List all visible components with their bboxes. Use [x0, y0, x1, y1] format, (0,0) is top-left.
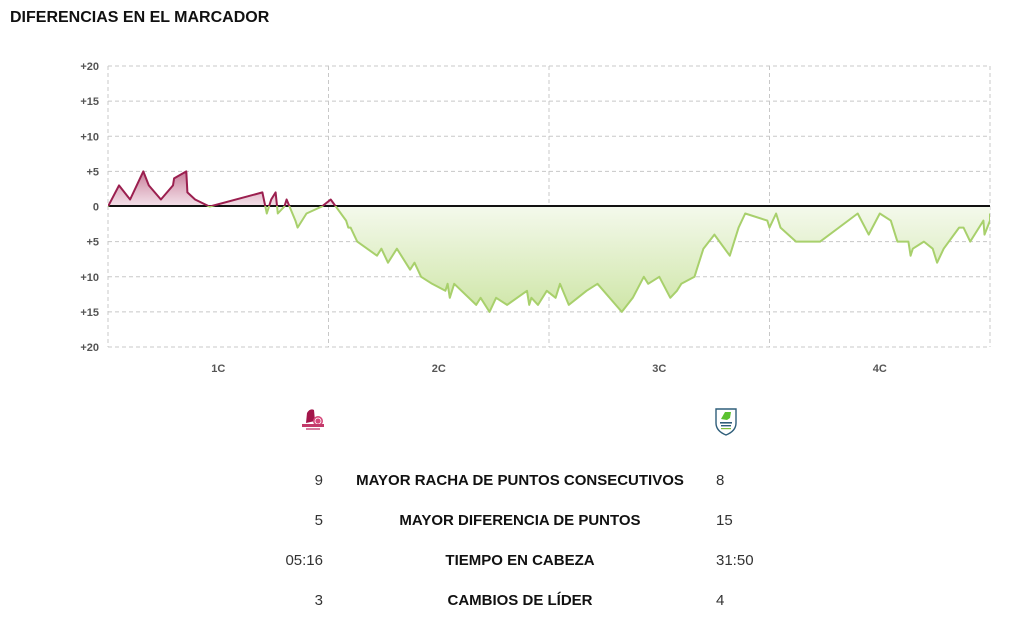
away-value: 15 — [716, 512, 733, 529]
home-lead-line — [108, 170, 337, 206]
y-tick-label: +20 — [80, 342, 99, 354]
stat-row-biggest-lead: 5 MAYOR DIFERENCIA DE PUNTOS 15 — [0, 512, 1024, 534]
home-value: 5 — [314, 512, 323, 529]
page-title: DIFERENCIAS EN EL MARCADOR — [10, 9, 270, 26]
away-lead-line — [108, 206, 990, 313]
x-tick-label: 4C — [873, 363, 887, 375]
y-tick-label: +10 — [80, 272, 99, 284]
y-tick-label: +20 — [80, 61, 99, 73]
home-value: 9 — [314, 472, 323, 489]
y-tick-label: +15 — [80, 307, 99, 319]
away-value: 4 — [716, 592, 725, 609]
y-tick-label: +5 — [86, 166, 99, 178]
chart-lines — [108, 170, 990, 313]
y-tick-label: +15 — [80, 96, 99, 108]
stat-row-longest-run: 9 MAYOR RACHA DE PUNTOS CONSECUTIVOS 8 — [0, 472, 1024, 494]
home-team-logo — [300, 407, 328, 433]
x-axis-ticks: 1C 2C 3C 4C — [211, 363, 887, 375]
stat-label: MAYOR DIFERENCIA DE PUNTOS — [399, 512, 641, 529]
y-tick-label: +10 — [80, 131, 99, 143]
y-tick-label: +5 — [86, 237, 99, 249]
stat-label: CAMBIOS DE LÍDER — [447, 592, 593, 609]
stat-label: MAYOR RACHA DE PUNTOS CONSECUTIVOS — [356, 472, 684, 489]
x-tick-label: 1C — [211, 363, 225, 375]
home-team-crest-icon — [302, 409, 324, 430]
x-tick-label: 2C — [432, 363, 446, 375]
home-value: 05:16 — [285, 552, 323, 569]
y-axis-ticks: +20 +15 +10 +5 0 +5 +10 +15 +20 — [80, 61, 99, 354]
away-team-logo — [713, 406, 739, 436]
away-value: 31:50 — [716, 552, 754, 569]
chart-areas — [108, 171, 990, 312]
away-team-shield-icon — [715, 408, 737, 436]
home-value: 3 — [314, 592, 323, 609]
score-difference-chart: +20 +15 +10 +5 0 +5 +10 +15 +20 1C 2C 3C 4C — [80, 61, 991, 375]
y-tick-label: 0 — [93, 202, 99, 214]
x-tick-label: 3C — [652, 363, 666, 375]
stat-label: TIEMPO EN CABEZA — [445, 552, 595, 569]
stat-row-lead-changes: 3 CAMBIOS DE LÍDER 4 — [0, 592, 1024, 614]
away-value: 8 — [716, 472, 725, 489]
stat-row-time-leading: 05:16 TIEMPO EN CABEZA 31:50 — [0, 552, 1024, 574]
